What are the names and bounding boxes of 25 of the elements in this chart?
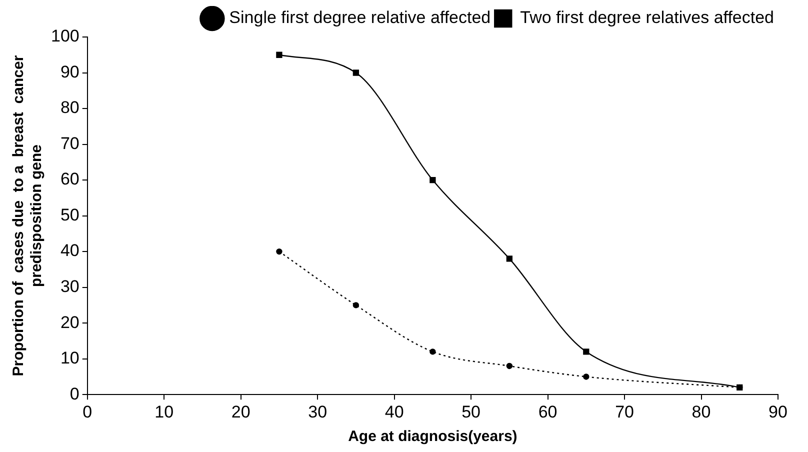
x-tick-label: 0 [82,402,92,422]
x-axis-title: Age at diagnosis(years) [348,428,518,446]
x-tick-label: 60 [538,402,558,422]
y-axis-title: Proportion of cases due to a breast cancer predisposition gene [10,55,46,376]
y-tick-label: 90 [60,62,80,82]
x-tick-label: 50 [462,402,481,422]
y-tick-label: 80 [60,98,80,118]
legend-label: Two first degree relatives affected [520,8,774,28]
y-tick-label: 0 [70,384,80,404]
y-tick-label: 60 [60,170,80,189]
x-tick-label: 10 [154,402,174,422]
y-tick-label: 50 [60,205,80,224]
x-tick-label: 20 [231,402,250,422]
y-tick-label: 20 [60,312,80,332]
y-tick-label: 30 [60,277,80,296]
x-tick-label: 30 [308,402,328,422]
y-tick-label: 10 [60,348,80,368]
legend-label: Single first degree relative affected [229,8,491,28]
y-tick-label: 40 [60,241,80,260]
y-tick-label: 70 [60,134,80,153]
x-tick-label: 80 [692,402,711,422]
x-tick-label: 90 [768,402,788,422]
x-tick-label: 70 [615,402,634,422]
y-tick-label: 100 [50,26,80,46]
x-tick-label: 40 [384,402,404,422]
